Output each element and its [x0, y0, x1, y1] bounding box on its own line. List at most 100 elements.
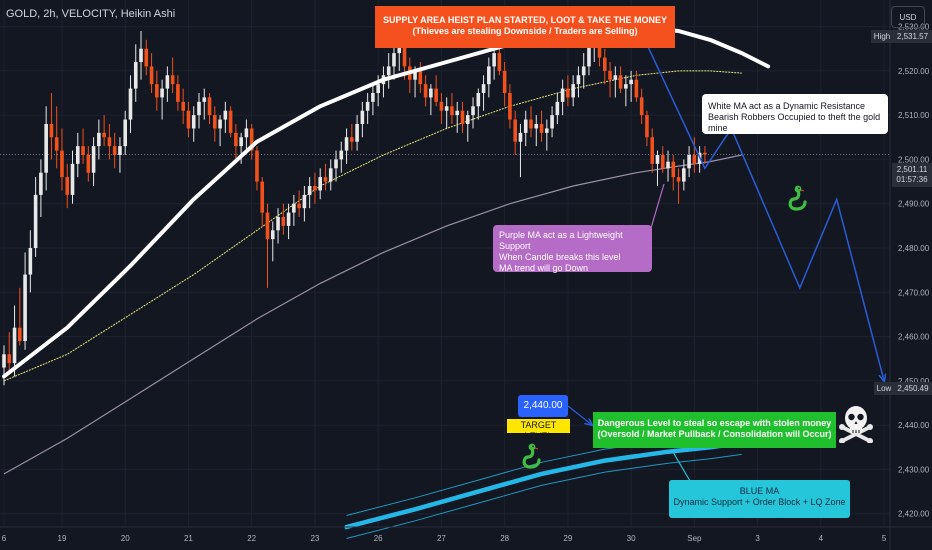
y-tick-label: 2,420.00 [898, 510, 930, 519]
x-tick-label: 5 [882, 534, 887, 543]
candle [44, 106, 48, 191]
candle-body [386, 66, 391, 76]
y-tick-label: 2,510.00 [898, 111, 930, 120]
candle-body [112, 146, 117, 155]
candle [334, 150, 338, 182]
candle-body [634, 79, 639, 98]
candle [655, 150, 660, 186]
purple-ma-callout-line-2: When Candle breaks this level [499, 252, 621, 262]
x-tick-label: 4 [819, 534, 824, 543]
purple-note-connector [650, 183, 665, 229]
candle-body [302, 194, 307, 209]
candle-body [91, 146, 96, 173]
candle [650, 128, 655, 173]
candle-body [624, 84, 628, 89]
candle [202, 88, 207, 120]
banner-line-2: (Thieves are stealing Downside / Traders… [412, 26, 638, 36]
candle [508, 84, 512, 129]
candle [476, 88, 481, 120]
x-tick-label: 28 [500, 534, 509, 543]
yellow-ma-line [3, 70, 742, 382]
candle-body [181, 101, 185, 111]
x-tick-label: 6 [2, 534, 7, 543]
danger-callout-line-2: (Oversold / Market Pullback / Consolidat… [597, 429, 832, 439]
candle [302, 186, 307, 222]
bar-countdown: 01:57:36 [896, 175, 928, 184]
candle-body [513, 119, 517, 142]
low-tag: Low [874, 382, 894, 395]
blue-ma-callout-line-1: BLUE MA [739, 486, 780, 496]
candle [39, 159, 43, 217]
candle [7, 332, 12, 372]
snake-emoji-icon [788, 185, 807, 211]
purple-ma-callout: Purple MA act as a Lightweight Support W… [493, 225, 652, 273]
candle [344, 128, 349, 164]
candle [560, 79, 565, 116]
blue-note-connector [672, 451, 691, 482]
y-tick-label: 2,430.00 [898, 465, 930, 474]
candle-body [144, 48, 149, 67]
candle-body [176, 84, 180, 102]
candle-body [576, 75, 581, 85]
high-tag: High [871, 30, 893, 43]
candle-body [371, 93, 375, 102]
candle-body [197, 101, 201, 116]
candle-body [397, 44, 402, 54]
candle [360, 101, 365, 138]
x-tick-label: 20 [121, 534, 130, 543]
candle [75, 132, 80, 178]
candle [155, 70, 159, 111]
candle [687, 146, 691, 178]
candle [624, 75, 628, 107]
candle-body [323, 177, 328, 182]
candle-body [165, 75, 170, 89]
candle-body [560, 88, 565, 102]
candle-body [70, 163, 75, 195]
snake-emoji-icon [522, 443, 541, 469]
candle-body [465, 115, 470, 124]
candle-body [18, 327, 22, 341]
y-tick-label: 2,460.00 [898, 333, 930, 342]
candle [323, 163, 328, 191]
candle-body [571, 84, 575, 98]
last-price-value: 2,501.11 [896, 165, 928, 174]
x-tick-label: 22 [247, 534, 256, 543]
candle-body [545, 128, 549, 133]
x-tick-label: 27 [437, 534, 446, 543]
candle [355, 115, 359, 151]
candle-body [555, 101, 560, 116]
candle-body [223, 110, 228, 120]
candle-body [413, 70, 417, 80]
candle-body [682, 168, 686, 182]
candle [455, 101, 460, 133]
candle [307, 177, 312, 209]
y-tick-label: 2,500.00 [898, 155, 930, 164]
candle-body [566, 88, 570, 98]
x-tick-label: 29 [563, 534, 572, 543]
candle [513, 110, 517, 155]
candle [292, 194, 296, 226]
candle-body [444, 106, 449, 111]
candle [471, 97, 475, 129]
candle [197, 93, 201, 129]
currency-button[interactable]: USD [891, 6, 925, 28]
candle [502, 62, 507, 107]
target-connector-arrow [567, 405, 592, 425]
candle-body [344, 137, 349, 151]
candle-body [392, 53, 396, 67]
candle-body [460, 110, 465, 124]
candle-body [687, 155, 691, 169]
candle-body [360, 110, 365, 124]
candle-body [629, 79, 633, 85]
candle-body [645, 115, 649, 138]
candle [54, 106, 59, 169]
candle-body [265, 212, 270, 240]
candle [465, 110, 470, 142]
candle [112, 132, 117, 169]
candle [676, 168, 681, 204]
candle-body [703, 152, 707, 155]
candle [65, 163, 70, 209]
y-tick-label: 2,520.00 [898, 67, 930, 76]
